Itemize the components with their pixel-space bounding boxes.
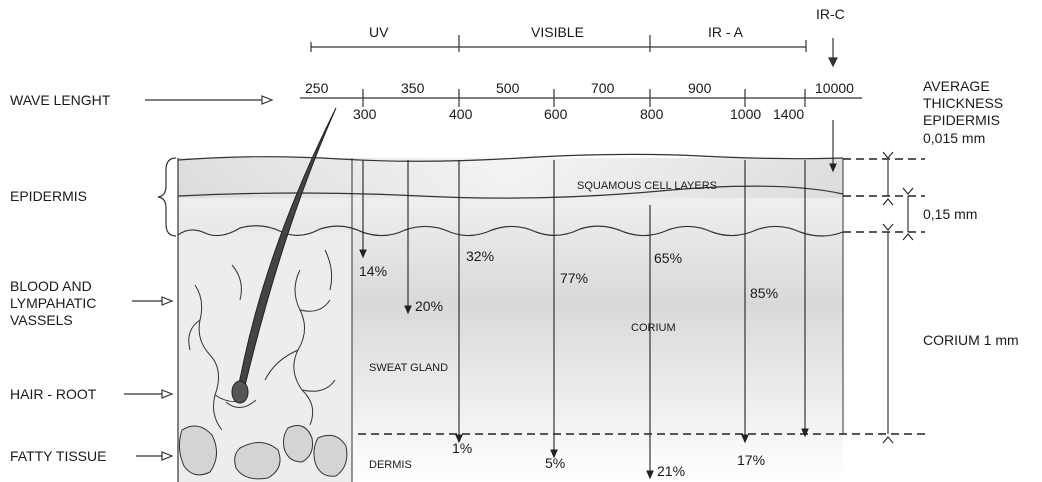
label-sweat-gland: SWEAT GLAND [369, 362, 449, 374]
label-layer-value: 0,15 mm [923, 206, 978, 222]
penetration-arrows [359, 120, 837, 480]
wavelength-tick-label: 350 [401, 80, 425, 96]
band-ira: IR - A [708, 24, 744, 40]
wavelength-tick-label: 400 [449, 106, 473, 122]
epidermis-brace [157, 157, 177, 237]
wavelength-tick-label: 250 [305, 80, 329, 96]
wavelength-tick-label: 700 [591, 80, 615, 96]
label-blood-line2: LYMPAHATIC [10, 295, 97, 311]
penetration-label: 17% [737, 452, 766, 468]
penetration-label: 14% [359, 263, 388, 279]
penetration-label: 1% [452, 440, 473, 456]
label-average: AVERAGE [923, 78, 990, 94]
label-blood-line1: BLOOD AND [10, 278, 92, 294]
penetration-label: 77% [560, 270, 589, 286]
band-irc: IR-C [816, 6, 845, 22]
wavelength-tick-label: 800 [640, 106, 664, 122]
band-visible: VISIBLE [531, 24, 584, 40]
left-pointer-arrows [124, 296, 174, 461]
penetration-label: 65% [654, 250, 683, 266]
label-blood-line3: VASSELS [10, 312, 73, 328]
label-thickness: THICKNESS [923, 95, 1004, 111]
wavelength-tick-label: 300 [353, 106, 377, 122]
wavelength-tick-label: 900 [688, 80, 712, 96]
skin-block [177, 107, 925, 482]
band-bracket [310, 35, 838, 68]
wavelength-tick-label: 1400 [773, 106, 805, 122]
label-epi-value: 0,015 mm [923, 130, 986, 146]
label-hair-root: HAIR - ROOT [10, 386, 97, 402]
penetration-label: 20% [415, 298, 444, 314]
wavelength-tick-label: 1000 [730, 106, 762, 122]
label-wavelength: WAVE LENGHT [10, 92, 111, 108]
thickness-brackets [882, 151, 914, 444]
label-corium: CORIUM [631, 322, 676, 334]
wavelength-tick-label: 500 [496, 80, 520, 96]
label-fatty-tissue: FATTY TISSUE [10, 448, 107, 464]
penetration-label: 21% [657, 463, 686, 479]
label-corium-value: CORIUM 1 mm [923, 332, 1019, 348]
thickness-markers [843, 158, 925, 233]
label-squamous: SQUAMOUS CELL LAYERS [577, 180, 717, 192]
wavelength-pointer-arrow [145, 95, 274, 105]
wavelength-tick-label: 10000 [815, 80, 854, 96]
penetration-label: 32% [466, 248, 495, 264]
penetration-label: 5% [545, 455, 566, 471]
label-epidermis-right: EPIDERMIS [923, 112, 1001, 128]
label-epidermis: EPIDERMIS [10, 188, 88, 204]
penetration-label: 85% [750, 285, 779, 301]
wavelength-scale [300, 89, 862, 107]
wavelength-tick-label: 600 [544, 106, 568, 122]
band-uv: UV [369, 24, 389, 40]
label-dermis: DERMIS [369, 459, 412, 471]
